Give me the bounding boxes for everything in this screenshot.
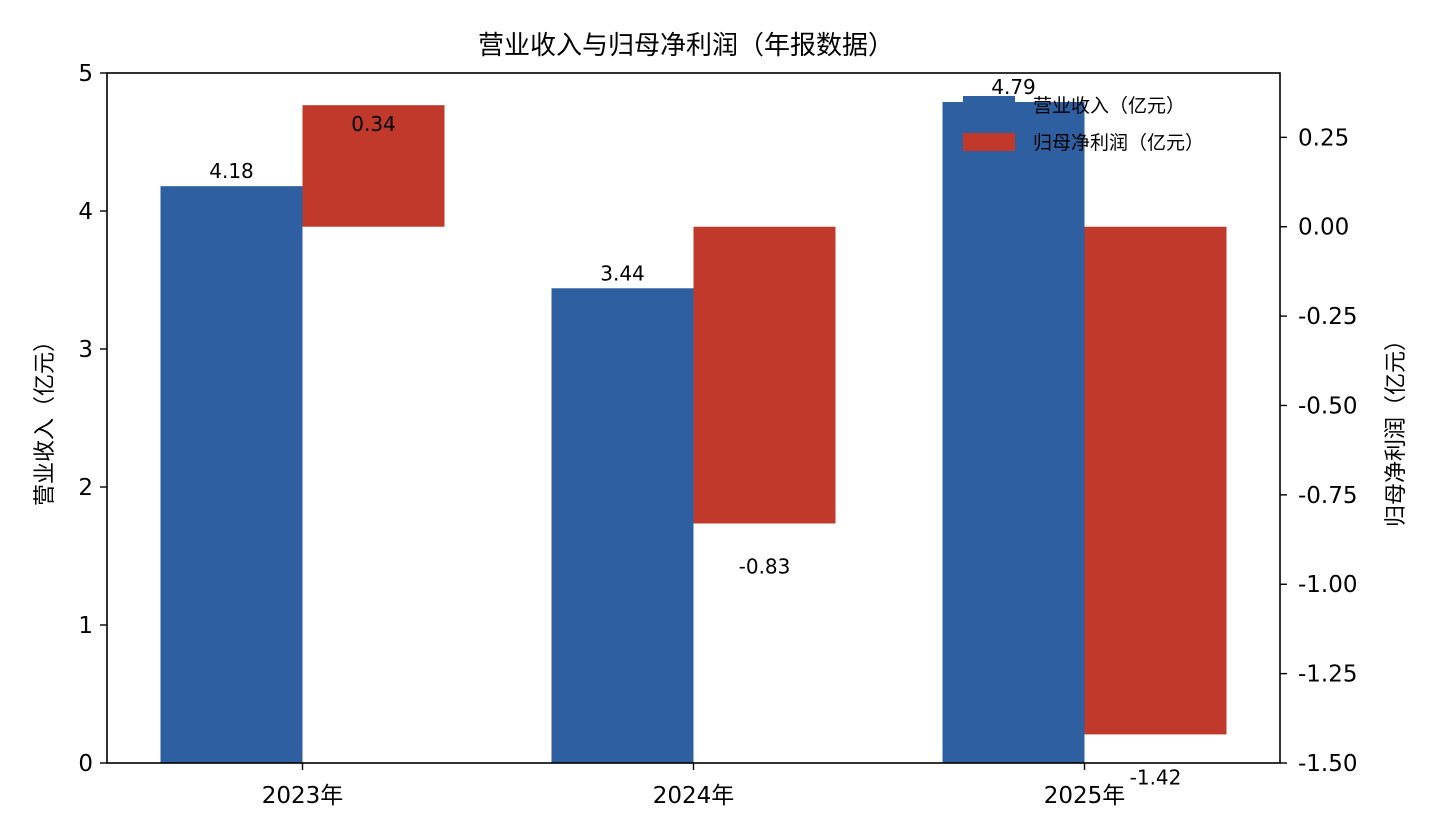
right-y-tick-label: -1.00 (1298, 572, 1358, 598)
x-tick-label: 2023年 (262, 783, 344, 809)
revenue-data-label: 4.79 (991, 75, 1036, 99)
revenue-data-label: 4.18 (209, 159, 254, 183)
right-y-tick-label: -0.25 (1298, 304, 1358, 330)
net-profit-bar (302, 105, 445, 227)
net-profit-data-labels: 0.34 -0.83 -1.42 (351, 112, 1181, 789)
right-y-tick-label: -0.50 (1298, 393, 1358, 419)
revenue-bars (160, 101, 1085, 764)
net-profit-bar (693, 226, 836, 524)
left-y-tick-label: 4 (78, 199, 93, 225)
legend-swatch-net-profit (963, 133, 1015, 151)
net-profit-data-label: -0.83 (739, 554, 791, 578)
revenue-bar (942, 101, 1085, 764)
revenue-data-labels: 4.18 3.44 4.79 (209, 75, 1036, 285)
legend-swatch-revenue (963, 96, 1015, 114)
right-y-tick-label: -1.25 (1298, 662, 1358, 688)
x-axis-ticks: 2023年 2024年 2025年 (262, 763, 1126, 809)
left-y-axis-label: 营业收入（亿元） (33, 330, 58, 506)
chart-title: 营业收入与归母净利润（年报数据） (478, 31, 894, 61)
right-y-tick-label: -0.75 (1298, 483, 1358, 509)
x-tick-label: 2025年 (1044, 783, 1126, 809)
left-y-tick-label: 1 (78, 613, 93, 639)
left-y-tick-label: 3 (78, 337, 93, 363)
right-y-tick-label: -1.50 (1298, 751, 1358, 777)
net-profit-data-label: -1.42 (1130, 765, 1182, 789)
left-y-tick-label: 0 (78, 751, 93, 777)
revenue-data-label: 3.44 (600, 261, 645, 285)
right-y-axis-label: 归母净利润（亿元） (1384, 329, 1409, 527)
left-y-tick-label: 2 (78, 475, 93, 501)
right-y-tick-label: 0.00 (1298, 215, 1349, 241)
legend-label-net-profit: 归母净利润（亿元） (1033, 132, 1204, 154)
x-tick-label: 2024年 (653, 783, 735, 809)
right-y-tick-label: 0.25 (1298, 125, 1349, 151)
net-profit-data-label: 0.34 (351, 112, 396, 136)
legend-label-revenue: 营业收入（亿元） (1033, 95, 1185, 117)
net-profit-bars (302, 105, 1227, 735)
left-y-tick-label: 5 (78, 61, 93, 87)
net-profit-bar (1084, 226, 1227, 735)
left-y-axis-ticks: 0 1 2 3 4 5 (78, 61, 107, 777)
legend: 营业收入（亿元） 归母净利润（亿元） (963, 95, 1204, 154)
revenue-bar (551, 288, 694, 763)
right-y-axis-ticks: 0.25 0.00 -0.25 -0.50 -0.75 -1.00 -1.25 -1.50 (1280, 125, 1358, 777)
revenue-bar (160, 186, 303, 763)
